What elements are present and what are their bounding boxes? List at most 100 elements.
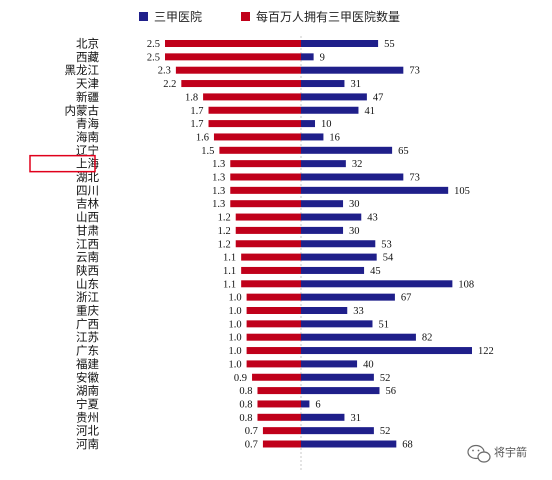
value-label-hospitals: 43: [367, 213, 378, 224]
value-label-per-million: 1.3: [212, 173, 225, 184]
value-label-hospitals: 31: [350, 413, 361, 424]
bar-hospitals: [301, 307, 348, 314]
value-label-per-million: 1.0: [228, 306, 241, 317]
category-label: 宁夏: [76, 397, 99, 411]
value-label-per-million: 1.8: [185, 92, 198, 103]
bar-hospitals: [301, 160, 346, 168]
bar-per-million: [219, 146, 301, 154]
bar-per-million: [165, 40, 301, 47]
value-label-hospitals: 82: [422, 333, 433, 344]
category-label: 四川: [76, 183, 99, 197]
value-label-per-million: 0.8: [239, 386, 252, 397]
value-label-per-million: 0.9: [234, 373, 247, 384]
value-label-per-million: 0.8: [239, 399, 252, 410]
bars: 55 2.5 9 2.5 73 2.3 31 2.2 47 1.8 41 1.7 10 1.7 16 1.6 6…: [147, 39, 494, 451]
legend-swatch-hospitals: [139, 12, 148, 21]
value-label-hospitals: 33: [353, 306, 364, 317]
value-label-hospitals: 52: [380, 373, 391, 384]
category-label: 新疆: [76, 90, 99, 104]
bar-per-million: [246, 307, 301, 314]
value-label-hospitals: 16: [329, 132, 340, 143]
value-label-per-million: 1.0: [228, 333, 241, 344]
bar-per-million: [246, 347, 301, 355]
category-label: 北京: [76, 37, 99, 51]
category-label: 广东: [76, 344, 99, 358]
category-label: 海南: [76, 130, 99, 144]
value-label-hospitals: 30: [349, 199, 360, 210]
value-label-hospitals: 40: [363, 359, 374, 370]
value-label-per-million: 1.7: [190, 119, 203, 130]
value-label-hospitals: 67: [401, 293, 412, 304]
category-label: 山东: [76, 277, 99, 291]
bar-hospitals: [301, 266, 365, 274]
value-label-per-million: 1.2: [218, 213, 231, 224]
bar-per-million: [235, 213, 301, 221]
bar-hospitals: [301, 40, 379, 47]
watermark-text: 将宇箭: [494, 445, 527, 459]
bar-per-million: [230, 173, 301, 181]
category-label: 湖南: [76, 384, 99, 398]
value-label-hospitals: 47: [373, 92, 384, 103]
bar-hospitals: [301, 240, 376, 248]
category-label: 云南: [76, 250, 99, 264]
value-label-per-million: 1.3: [212, 186, 225, 197]
value-label-per-million: 1.0: [228, 346, 241, 357]
category-label: 广西: [76, 317, 99, 331]
bar-per-million: [241, 280, 301, 288]
bar-hospitals: [301, 93, 367, 101]
bar-per-million: [213, 133, 301, 141]
value-label-per-million: 1.6: [196, 132, 209, 143]
bar-per-million: [175, 66, 301, 74]
bar-hospitals: [301, 66, 404, 74]
value-label-hospitals: 54: [383, 253, 394, 264]
highlight-box: [29, 154, 96, 173]
bar-per-million: [230, 160, 301, 168]
value-label-per-million: 1.0: [228, 319, 241, 330]
category-label: 天津: [76, 77, 99, 91]
legend-label-hospitals: 三甲医院: [154, 10, 202, 24]
bar-hospitals: [301, 360, 358, 368]
bar-per-million: [241, 253, 301, 261]
value-label-hospitals: 122: [478, 346, 494, 357]
bar-per-million: [181, 80, 301, 88]
category-label: 上海: [76, 157, 99, 171]
category-label: 浙江: [76, 290, 99, 304]
category-label: 甘肃: [76, 223, 99, 237]
value-label-per-million: 2.5: [147, 52, 160, 63]
bar-hospitals: [301, 173, 404, 181]
value-label-hospitals: 105: [454, 186, 470, 197]
value-label-hospitals: 51: [378, 319, 389, 330]
bar-per-million: [246, 333, 301, 341]
bar-per-million: [257, 387, 301, 395]
bar-hospitals: [301, 213, 362, 221]
bar-hospitals: [301, 146, 393, 154]
category-label: 陕西: [76, 263, 99, 277]
bar-hospitals: [301, 226, 344, 234]
bar-hospitals: [301, 320, 373, 328]
bar-per-million: [235, 226, 301, 234]
value-label-per-million: 2.5: [147, 39, 160, 50]
category-label: 黑龙江: [65, 63, 100, 77]
value-label-hospitals: 55: [384, 39, 395, 50]
value-label-hospitals: 56: [385, 386, 396, 397]
legend-label-per-million: 每百万人拥有三甲医院数量: [256, 9, 400, 24]
value-label-per-million: 0.7: [245, 440, 258, 451]
category-label: 内蒙古: [65, 103, 100, 117]
bar-per-million: [257, 413, 301, 421]
value-label-per-million: 0.7: [245, 426, 258, 437]
value-label-per-million: 1.1: [223, 266, 236, 277]
bar-per-million: [262, 440, 301, 448]
category-label: 青海: [76, 117, 99, 131]
value-label-per-million: 1.1: [223, 253, 236, 264]
value-label-per-million: 1.3: [212, 159, 225, 170]
value-label-per-million: 1.3: [212, 199, 225, 210]
value-label-hospitals: 53: [381, 239, 392, 250]
watermark: 将宇箭: [467, 444, 527, 463]
bar-per-million: [230, 200, 301, 208]
value-label-hospitals: 10: [321, 119, 332, 130]
value-label-hospitals: 6: [315, 399, 320, 410]
value-label-per-million: 1.2: [218, 239, 231, 250]
bar-hospitals: [301, 53, 314, 61]
bar-per-million: [208, 120, 301, 128]
